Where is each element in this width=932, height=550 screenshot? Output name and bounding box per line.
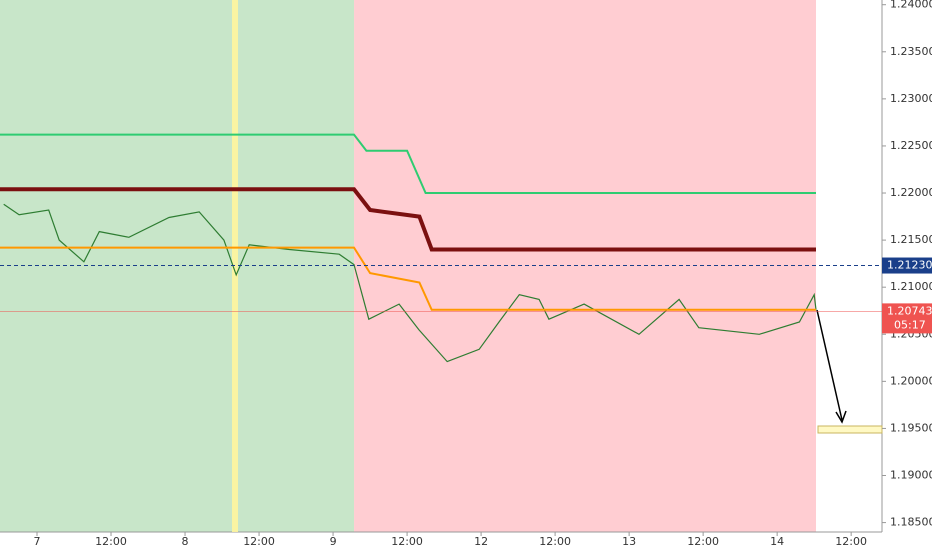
- last-line-label: 1.21230: [887, 259, 932, 272]
- y-tick-label: 1.19000: [890, 469, 932, 482]
- x-tick-label: 14: [770, 535, 784, 548]
- target-box: [817, 425, 883, 434]
- last-price-label: 1.20743: [887, 304, 932, 317]
- price-line: [3, 203, 817, 363]
- y-tick-label: 1.22000: [890, 186, 932, 199]
- last-price-tag: [882, 303, 932, 334]
- x-tick-label: 12: [474, 535, 488, 548]
- x-tick-label: 7: [34, 535, 41, 548]
- price-line: [0, 133, 816, 194]
- arrow-head: [835, 410, 847, 424]
- countdown-label: 05:17: [894, 318, 926, 331]
- projection-arrow: [816, 309, 843, 421]
- price-line: [0, 246, 816, 311]
- x-tick-label: 12:00: [835, 535, 867, 548]
- background-region: [354, 0, 817, 532]
- y-tick-label: 1.24000: [890, 0, 932, 11]
- y-tick-label: 1.18500: [890, 516, 932, 529]
- x-tick-label: 12:00: [391, 535, 423, 548]
- y-tick-label: 1.21000: [890, 280, 932, 293]
- x-tick-label: 8: [182, 535, 189, 548]
- x-tick-label: 12:00: [243, 535, 275, 548]
- y-tick-label: 1.19500: [890, 421, 932, 434]
- y-tick-label: 1.20000: [890, 374, 932, 387]
- y-tick-label: 1.23500: [890, 45, 932, 58]
- x-tick-label: 9: [330, 535, 337, 548]
- x-tick-label: 12:00: [687, 535, 719, 548]
- y-tick-label: 1.22500: [890, 139, 932, 152]
- x-tick-label: 12:00: [539, 535, 571, 548]
- x-tick-label: 12:00: [95, 535, 127, 548]
- last-line-tag: [882, 257, 932, 274]
- x-tick-label: 13: [622, 535, 636, 548]
- y-tick-label: 1.23000: [890, 92, 932, 105]
- y-tick-label: 1.21500: [890, 233, 932, 246]
- price-line: [0, 187, 816, 252]
